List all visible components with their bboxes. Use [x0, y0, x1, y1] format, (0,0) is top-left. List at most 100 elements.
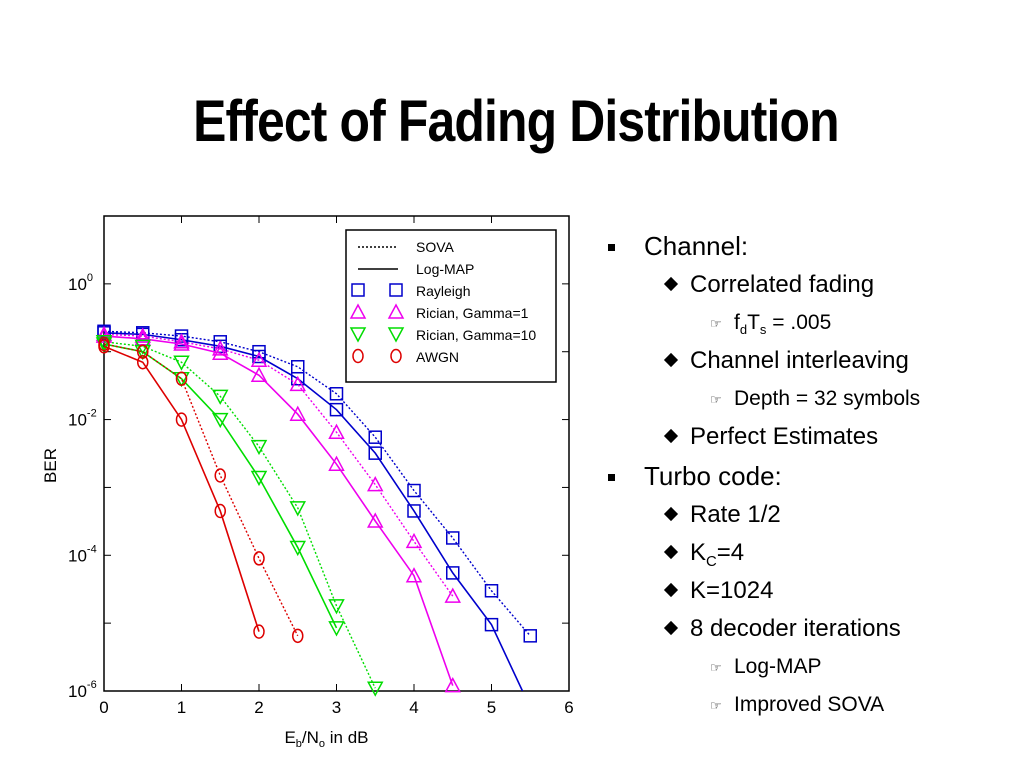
series-line [104, 333, 454, 597]
diamond-bullet-icon [663, 352, 679, 368]
data-point [523, 629, 537, 643]
data-point [211, 340, 229, 356]
data-point [329, 387, 344, 401]
legend-label: Rician, Gamma=1 [416, 305, 529, 321]
x-tick-label: 3 [332, 698, 341, 717]
data-point [366, 476, 384, 492]
bullet-level-2: KC=4 [600, 536, 1020, 574]
square-bullet-icon [608, 474, 615, 481]
data-point [328, 455, 345, 471]
bullet-level-3: ☞ Improved SOVA [600, 688, 1020, 726]
legend-entry: Rician, Gamma=10 [349, 327, 536, 343]
data-point [250, 470, 268, 487]
data-point [446, 531, 460, 545]
data-point [250, 366, 268, 382]
data-point [368, 430, 382, 444]
data-point [175, 371, 188, 386]
series-rician-gamma-1-sova [95, 325, 462, 603]
data-point [484, 584, 499, 598]
data-point [211, 344, 229, 360]
series-awgn-log-map [98, 339, 265, 639]
data-point [211, 412, 229, 429]
legend-marker [349, 303, 367, 319]
data-point [405, 532, 423, 549]
data-point [407, 504, 421, 518]
bullet-level-3: ☞ fdTs = .005 [600, 306, 1020, 344]
pointing-hand-icon: ☞ [710, 698, 722, 713]
data-point [328, 599, 345, 615]
diamond-bullet-icon [663, 544, 679, 560]
series-rician-gamma-1-log-map [95, 327, 462, 693]
data-point [444, 587, 462, 603]
data-point [446, 566, 460, 580]
series-line [104, 330, 531, 637]
diamond-bullet-icon [663, 428, 679, 444]
data-point [368, 446, 382, 460]
legend-entry: Rician, Gamma=1 [349, 303, 529, 321]
data-point [137, 354, 149, 370]
series-line [104, 343, 299, 637]
x-tick-label: 2 [254, 698, 263, 717]
ber-chart: 0 1 2 3 4 5 6 100 10-2 10-4 10-6 Eb/No in dB BER SOV… [41, 215, 574, 750]
legend-marker [390, 348, 402, 364]
data-point [289, 375, 307, 392]
y-tick-label: 10-6 [68, 679, 97, 701]
bullet-level-2: Channel interleaving [600, 344, 1020, 382]
legend-entry: AWGN [352, 348, 459, 365]
x-tick-label: 6 [564, 698, 573, 717]
data-point [173, 335, 190, 351]
data-point [214, 468, 226, 483]
legend-marker [389, 283, 403, 297]
legend-label: AWGN [416, 349, 459, 365]
legend-label: Rayleigh [416, 283, 470, 299]
bullet-list: Channel: Correlated fading ☞ fdTs = .005 Cha… [600, 228, 1020, 726]
data-point [328, 621, 345, 637]
data-point [253, 551, 265, 566]
y-tick-label: 100 [68, 272, 93, 294]
legend-box [345, 229, 557, 383]
series-line [104, 341, 376, 689]
legend-entry: Rayleigh [351, 283, 470, 299]
pointing-hand-icon: ☞ [710, 660, 722, 675]
legend-entry: Log-MAP [358, 261, 474, 277]
data-point [366, 512, 384, 528]
data-point [250, 439, 268, 456]
x-tick-label: 5 [487, 698, 496, 717]
data-point [252, 349, 266, 364]
x-tick-label: 1 [177, 698, 186, 717]
data-point [173, 355, 190, 371]
y-tick-label: 10-2 [68, 408, 97, 430]
data-point [173, 333, 190, 349]
data-point [250, 351, 268, 367]
bullet-level-2: Perfect Estimates [600, 420, 1020, 458]
square-bullet-icon [608, 244, 615, 251]
bullet-level-2: Rate 1/2 [600, 498, 1020, 536]
data-point [484, 617, 499, 632]
bullet-level-1: Turbo code: [600, 458, 1020, 498]
diamond-bullet-icon [663, 276, 679, 292]
legend-marker [351, 283, 365, 297]
legend-marker [387, 303, 405, 319]
bullet-level-2: Correlated fading [600, 268, 1020, 306]
data-point [98, 339, 110, 354]
series-rician-gamma-10-log-map [95, 337, 345, 637]
x-tick-label: 4 [409, 698, 418, 717]
data-point [407, 483, 421, 498]
series-awgn-sova [98, 336, 304, 644]
x-axis-label: Eb/No in dB [284, 728, 368, 750]
bullet-level-2: 8 decoder iterations [600, 612, 1020, 650]
legend-label: Rician, Gamma=10 [416, 327, 536, 343]
data-point [137, 344, 149, 359]
diamond-bullet-icon [663, 506, 679, 522]
data-point [405, 567, 423, 583]
data-point [175, 412, 188, 427]
legend-marker [387, 327, 405, 343]
data-point [134, 327, 152, 343]
series-line [104, 335, 454, 686]
series-line [104, 345, 260, 632]
diamond-bullet-icon [663, 582, 679, 598]
data-point [214, 503, 226, 519]
legend-marker [349, 327, 367, 343]
y-tick-label: 10-4 [68, 543, 97, 565]
pointing-hand-icon: ☞ [710, 392, 722, 407]
